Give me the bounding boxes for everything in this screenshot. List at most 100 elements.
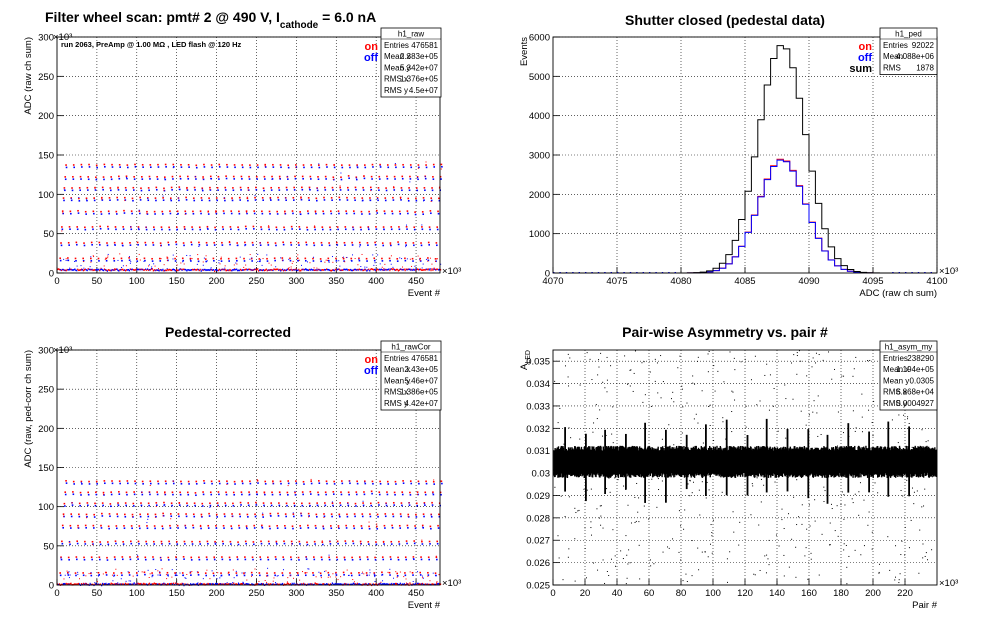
scatter-point-off xyxy=(232,504,235,507)
baseline-point xyxy=(389,583,391,586)
scatter-point-off xyxy=(282,243,285,246)
scatter-point-on xyxy=(262,502,265,504)
scatter-point-on xyxy=(392,196,394,199)
scatter-point-on xyxy=(348,164,351,166)
scatter-point xyxy=(313,267,315,269)
scatter-point xyxy=(166,256,168,258)
baseline-point xyxy=(306,583,309,586)
scatter-point-off xyxy=(247,189,250,191)
scatter-point xyxy=(256,493,258,495)
scatter-point xyxy=(372,254,374,256)
scatter-point-off xyxy=(356,482,359,485)
scatter-point-on xyxy=(221,241,223,244)
asymmetry-point xyxy=(564,471,566,473)
scatter-point-off xyxy=(385,504,388,507)
scatter-point-on xyxy=(113,241,116,244)
scatter-point-on xyxy=(226,163,228,166)
asymmetry-point xyxy=(775,534,777,536)
scatter-point-on xyxy=(241,480,244,482)
baseline-point xyxy=(221,268,223,271)
x-tick-label: 100 xyxy=(129,276,145,287)
scatter-point-off xyxy=(412,574,414,576)
scatter-point-on xyxy=(363,164,366,166)
scatter-point-off xyxy=(246,212,248,215)
scatter-point xyxy=(151,576,153,578)
scatter-point-on xyxy=(60,556,62,559)
asymmetry-point xyxy=(840,503,842,505)
scatter-point-on xyxy=(419,571,422,574)
baseline-point xyxy=(382,583,384,585)
scatter-point-on xyxy=(201,187,204,190)
baseline-point xyxy=(65,269,67,272)
scatter-point-off xyxy=(141,493,144,496)
baseline-point xyxy=(247,583,249,585)
scatter-point-on xyxy=(297,556,300,559)
baseline-point xyxy=(413,583,415,585)
scatter-point xyxy=(285,197,287,199)
baseline-point xyxy=(107,583,109,585)
scatter-point-off xyxy=(259,574,261,577)
scatter-point xyxy=(180,262,182,264)
scatter-point-off xyxy=(441,482,443,485)
scatter-point-off xyxy=(124,515,127,518)
scatter-point-on xyxy=(437,524,439,527)
scatter-point-off xyxy=(73,166,75,169)
scatter-point-on xyxy=(301,186,303,189)
y-tick-label: 300 xyxy=(38,346,54,357)
scatter-point-on xyxy=(169,197,172,199)
scatter-point-off xyxy=(145,228,148,231)
scatter-point xyxy=(120,578,122,580)
baseline-point xyxy=(365,269,367,271)
scatter-point-off xyxy=(149,178,151,180)
baseline-point xyxy=(62,583,64,585)
scatter-point xyxy=(147,569,149,571)
scatter-point-on xyxy=(126,164,129,166)
scatter-point-on xyxy=(164,480,167,483)
scatter-point-on xyxy=(146,210,148,213)
scatter-point xyxy=(213,557,215,559)
scatter-point xyxy=(327,259,329,261)
scatter-point-on xyxy=(118,480,121,482)
baseline-point xyxy=(244,583,246,586)
scatter-point-on xyxy=(95,176,97,179)
scatter-point-on xyxy=(130,540,132,543)
scatter-point-on xyxy=(421,211,424,213)
asymmetry-point xyxy=(602,381,604,383)
baseline-point xyxy=(424,269,426,271)
scatter-point-on xyxy=(194,492,197,494)
scatter-point-off xyxy=(322,212,325,215)
baseline-point xyxy=(78,582,80,585)
scatter-point-on xyxy=(413,540,416,542)
scatter-point-on xyxy=(109,187,112,189)
scatter-point xyxy=(147,265,149,267)
scatter-point-off xyxy=(184,527,187,529)
scatter-point-on xyxy=(202,491,204,493)
scatter-point-on xyxy=(59,257,61,260)
scatter-point xyxy=(436,582,438,584)
stats-key: Mean y xyxy=(384,376,410,385)
baseline-point xyxy=(138,583,140,585)
scatter-point-off xyxy=(109,515,111,518)
asymmetry-point xyxy=(897,442,899,444)
asymmetry-point xyxy=(557,535,559,537)
scatter-point-off xyxy=(210,493,213,496)
baseline-point xyxy=(302,268,304,271)
scatter-point xyxy=(294,490,296,492)
baseline-point xyxy=(94,583,96,586)
scatter-point-off xyxy=(351,244,354,246)
scatter-point xyxy=(210,178,212,180)
scatter-point-off xyxy=(72,493,75,496)
asymmetry-point xyxy=(863,499,865,501)
asymmetry-point xyxy=(712,519,714,521)
scatter-point-off xyxy=(313,244,316,247)
scatter-point xyxy=(316,504,318,506)
scatter-point-off xyxy=(387,483,390,485)
scatter-point-on xyxy=(232,491,235,494)
baseline-point xyxy=(432,269,434,271)
scatter-point-off xyxy=(423,515,425,518)
scatter-point-on xyxy=(116,196,118,199)
asymmetry-point xyxy=(774,481,776,483)
scatter-point-off xyxy=(162,199,165,202)
scatter-point-on xyxy=(256,479,259,482)
baseline-point xyxy=(315,583,317,585)
